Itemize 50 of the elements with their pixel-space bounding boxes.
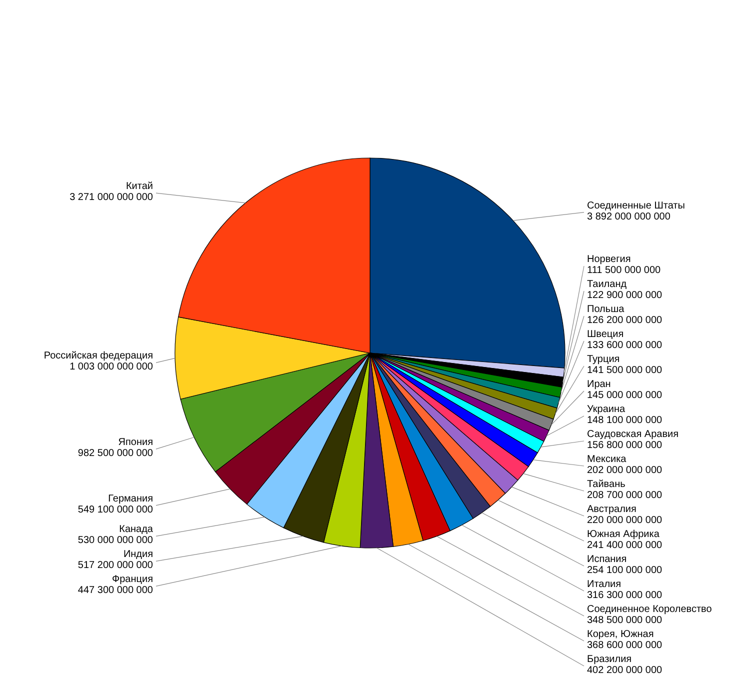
data-label: 220 000 000 000 (587, 515, 663, 526)
slice-label: Норвегия (587, 254, 631, 265)
data-label: 368 600 000 000 (587, 640, 663, 651)
data-label: 447 300 000 000 (78, 585, 154, 596)
data-label: 111 500 000 000 (587, 265, 662, 276)
slice-label: Корея, Южная (587, 629, 654, 640)
slice-label: Саудовская Аравия (587, 429, 679, 440)
data-label: 517 200 000 000 (78, 560, 154, 572)
slice-label: Соединенные Штаты (587, 200, 685, 212)
data-label: 141 500 000 000 (587, 365, 663, 376)
data-label: 254 100 000 000 (587, 565, 663, 576)
data-label: 1 003 000 000 000 (70, 362, 154, 373)
slice-label: Япония (118, 437, 153, 448)
slice-label: Иран (587, 379, 611, 390)
data-label: 148 100 000 000 (587, 415, 663, 426)
slice-label: Российская федерация (44, 350, 153, 362)
slice-label: Таиланд (587, 279, 627, 290)
data-label: 156 800 000 000 (587, 440, 663, 451)
slice-label: Испания (587, 554, 627, 565)
data-label: 549 100 000 000 (78, 504, 154, 516)
data-label: 126 200 000 000 (587, 315, 663, 326)
slice-label: Германия (108, 493, 153, 504)
data-label: 202 000 000 000 (587, 465, 663, 476)
slice-label: Швеция (587, 329, 624, 340)
data-label: 3 271 000 000 000 (70, 192, 154, 204)
slice-label: Бразилия (587, 654, 632, 665)
slice-label: Турция (587, 354, 620, 365)
slice-label: Тайвань (587, 479, 626, 490)
slice-label: Франция (112, 574, 153, 586)
data-label: 982 500 000 000 (78, 448, 154, 460)
data-label: 145 000 000 000 (587, 390, 663, 401)
data-label: 316 300 000 000 (587, 590, 663, 601)
slice-label: Индия (123, 549, 153, 560)
data-label: 348 500 000 000 (587, 615, 663, 626)
slice-label: Соединенное Королевство (587, 604, 712, 615)
data-label: 402 200 000 000 (587, 665, 663, 676)
slice-label: Канада (119, 524, 154, 536)
data-label: 208 700 000 000 (587, 490, 663, 501)
slice-label: Украина (587, 404, 626, 415)
data-label: 122 900 000 000 (587, 290, 663, 301)
data-label: 530 000 000 000 (78, 535, 154, 546)
slice-label: Польша (587, 304, 625, 315)
slice-label: Китай (126, 181, 153, 192)
slice-label: Австралия (587, 504, 636, 515)
data-label: 133 600 000 000 (587, 340, 663, 351)
data-label: 241 400 000 000 (587, 540, 663, 551)
slice-label: Италия (587, 579, 622, 590)
data-label: 3 892 000 000 000 (587, 211, 671, 222)
slice-label: Южная Африка (587, 529, 660, 540)
slice-label: Мексика (587, 454, 627, 465)
